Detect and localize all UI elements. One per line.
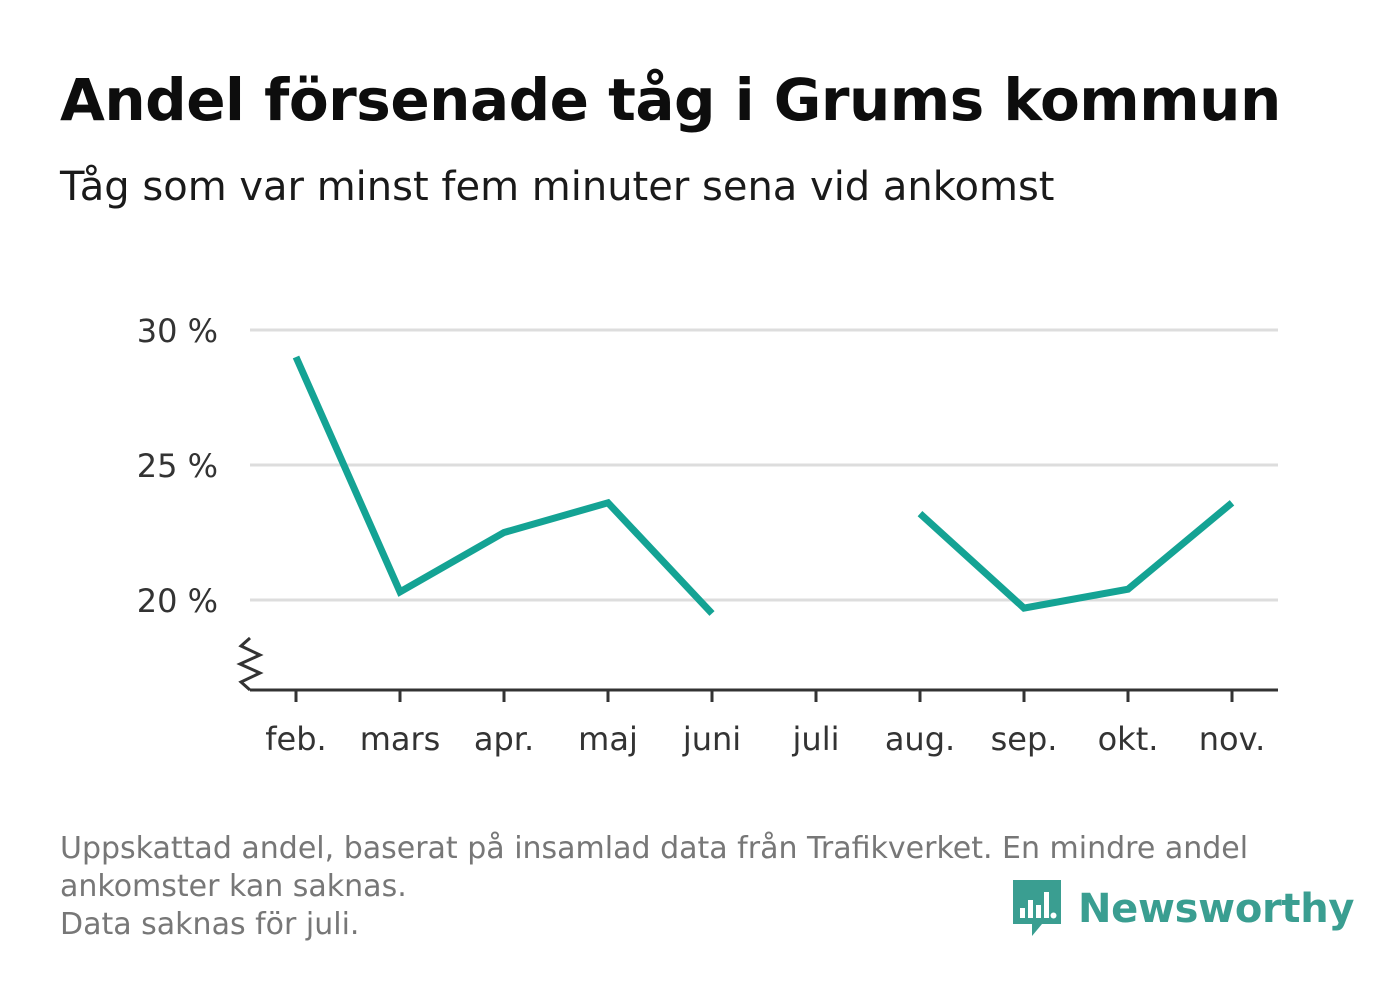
brand-logo: Newsworthy (1010, 878, 1355, 940)
chart-subtitle: Tåg som var minst fem minuter sena vid a… (60, 164, 1055, 210)
x-tick-label: apr. (474, 720, 534, 758)
series-lines (292, 355, 1235, 616)
footnote-line-1: Uppskattad andel, baserat på insamlad da… (60, 831, 1249, 866)
x-tick-label: okt. (1098, 720, 1159, 758)
x-tick-label: aug. (885, 720, 955, 758)
series-line-segment (917, 500, 1235, 612)
x-axis: feb. mars apr. maj juni juli aug. sep. okt. nov. (236, 636, 1278, 758)
y-tick-label: 20 % (137, 582, 218, 620)
chart-title: Andel försenade tåg i Grums kommun (60, 66, 1281, 134)
footnote-line-2: ankomster kan saknas. (60, 869, 407, 904)
brand-name: Newsworthy (1078, 886, 1355, 932)
newsworthy-logo-icon (1013, 880, 1061, 936)
footnote-line-3: Data saknas för juli. (60, 907, 360, 942)
y-tick-label: 30 % (137, 312, 218, 350)
x-tick-label: juni (682, 720, 741, 758)
x-tick-label: maj (578, 720, 638, 758)
x-tick-label: juli (792, 720, 840, 758)
x-tick-label: nov. (1199, 720, 1265, 758)
y-tick-label: 25 % (137, 447, 218, 485)
y-axis-ticks: 20 % 25 % 30 % (137, 312, 218, 620)
footnote: Uppskattad andel, baserat på insamlad da… (60, 830, 1310, 944)
x-tick-label: feb. (265, 720, 326, 758)
series-line-segment (292, 355, 715, 616)
x-tick-label: sep. (991, 720, 1058, 758)
x-tick-label: mars (360, 720, 441, 758)
axis-break-marker (236, 636, 264, 692)
gridlines (250, 328, 1278, 602)
